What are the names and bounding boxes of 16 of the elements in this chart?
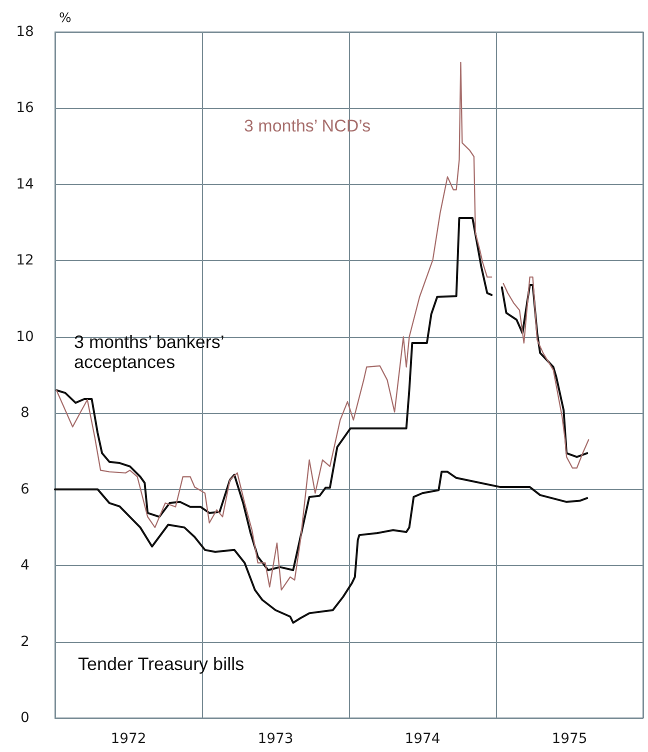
- y-tick-label: 8: [20, 405, 30, 422]
- y-tick-label: 6: [20, 481, 30, 498]
- line-series: [54, 470, 588, 624]
- x-tick-label: 1973: [258, 731, 294, 747]
- x-tick-label: 1974: [404, 731, 440, 747]
- y-tick-label: 10: [16, 328, 34, 345]
- y-tick-label: 18: [16, 24, 34, 40]
- y-tick-label: 0: [20, 710, 30, 726]
- y-tick-label: 2: [20, 634, 30, 650]
- x-tick-label: 1975: [552, 731, 588, 747]
- y-tick-label: 16: [16, 100, 34, 116]
- y-tick-label: 12: [16, 252, 34, 269]
- y-axis-title: %: [59, 11, 72, 26]
- y-tick-label: 4: [20, 558, 30, 574]
- y-tick-label: 14: [16, 176, 34, 192]
- x-tick-label: 1972: [110, 731, 146, 747]
